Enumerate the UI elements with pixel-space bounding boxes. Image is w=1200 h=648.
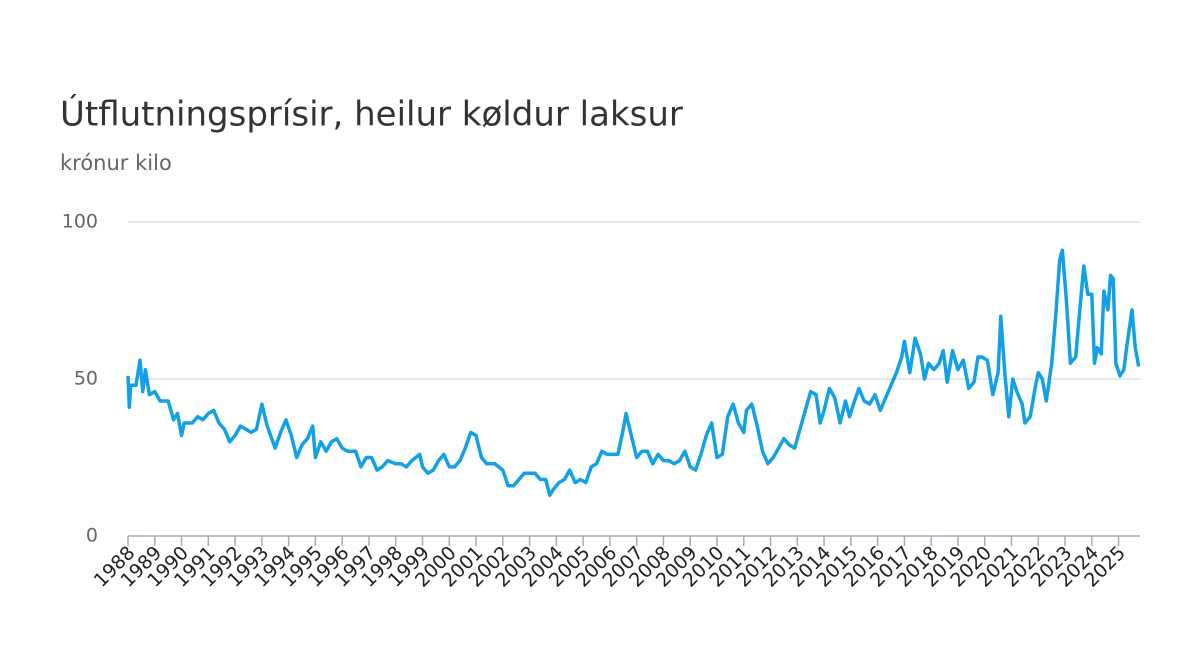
chart-subtitle: krónur kilo bbox=[60, 151, 172, 175]
y-tick-label: 0 bbox=[86, 525, 98, 547]
y-tick-label: 100 bbox=[62, 211, 98, 233]
chart-title: Útflutningsprísir, heilur køldur laksur bbox=[60, 94, 683, 135]
y-tick-label: 50 bbox=[74, 368, 98, 390]
data-line bbox=[126, 248, 1141, 497]
